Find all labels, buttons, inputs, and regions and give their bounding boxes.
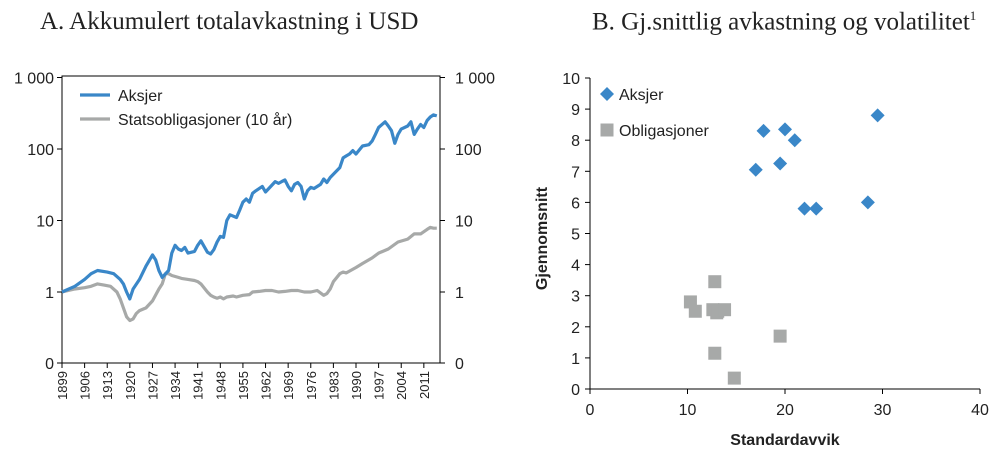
chart-a-ytick-label-left: 1 [45,285,54,302]
chart-a-xtick-label: 1962 [259,371,274,400]
chart-b-xtick-label: 20 [776,402,794,419]
chart-b-title: B. Gj.snittlig avkastning og volatilitet… [592,8,977,36]
chart-b-ytick-label: 5 [571,227,580,244]
chart-b: 0 1 2 3 4 5 6 7 8 9 10 0 10 20 30 40 Standardavvik Gjenno… [534,71,989,449]
chart-a-series-statsobligasjoner [61,225,437,323]
chart-b-xtick-label: 40 [971,402,989,419]
chart-b-legend-label: Obligasjoner [619,123,710,140]
chart-a-xtick-label: 2011 [417,371,432,399]
chart-b-legend-marker [600,123,614,137]
chart-b-title-footnote: 1 [969,8,977,23]
chart-b-point-aksjer [748,162,763,177]
chart-b-point-aksjer [809,201,824,216]
chart-a-series-aksjer [61,113,438,301]
chart-b-ytick-label: 8 [571,133,580,150]
chart-a-legend-label: Aksjer [118,88,163,105]
chart-a-ytick-label-left: 1 000 [14,71,54,88]
chart-a-ytick-label-left: 10 [36,214,54,231]
chart-a-xtick-label: 1955 [236,371,251,400]
chart-b-ytick-label: 4 [571,258,580,275]
chart-b-point-obligasjoner [688,304,702,318]
chart-a-ytick-label-right: 1 000 [455,71,495,88]
chart-a-xtick-label: 1969 [281,371,296,400]
chart-b-point-obligasjoner [727,371,741,385]
chart-b-point-obligasjoner [708,275,722,289]
chart-b-ytick-label: 7 [571,164,580,181]
chart-a-xtick-label: 2004 [394,371,409,400]
chart-a-xtick-label: 1913 [100,371,115,400]
chart-b-ytick-label: 1 [571,351,580,368]
chart-b-point-aksjer [773,156,788,171]
chart-a-ytick-label-left: 100 [27,142,54,159]
chart-a-title: A. Akkumulert totalavkastning i USD [40,8,419,35]
chart-a-xtick-label: 1997 [372,371,387,400]
chart-b-ylabel: Gjennomsnitt [534,186,551,290]
chart-a-xtick-label: 1906 [78,371,93,400]
chart-b-point-obligasjoner [718,303,732,317]
chart-b-point-aksjer [756,123,771,138]
chart-b-ytick-label: 6 [571,195,580,212]
chart-a-xtick-label: 1990 [349,371,364,400]
chart-b-point-aksjer [787,133,802,148]
chart-b-xtick-label: 0 [586,402,595,419]
chart-a-xtick-label: 1899 [55,371,70,400]
chart-a-ytick-label-right: 0 [455,356,464,373]
chart-a-xtick-label: 1934 [168,371,183,400]
chart-b-point-obligasjoner [708,346,722,360]
chart-b-point-aksjer [860,195,875,210]
chart-a-xtick-label: 1941 [191,371,206,400]
chart-b-xtick-label: 10 [679,402,697,419]
chart-a-legend-label: Statsobligasjoner (10 år) [118,111,292,129]
chart-a-xtick-label: 1920 [123,371,138,400]
chart-b-point-aksjer [778,122,792,137]
chart-b-ytick-label: 10 [562,71,580,88]
chart-b-legend-marker [600,87,614,101]
chart-b-xlabel: Standardavvik [730,432,839,449]
chart-a-xtick-label: 1976 [304,371,319,400]
chart-b-ytick-label: 0 [571,382,580,399]
chart-a-xtick-label: 1983 [326,371,341,400]
chart-b-ytick-label: 3 [571,289,580,306]
chart-b-point-aksjer [797,201,812,216]
chart-a-ytick-label-right: 1 [455,285,464,302]
chart-b-legend-label: Aksjer [619,87,664,104]
chart-b-point-obligasjoner [773,329,787,343]
chart-b-ytick-label: 2 [571,320,580,337]
chart-a-xtick-label: 1927 [145,371,160,400]
chart-a-ytick-label-right: 10 [455,214,473,231]
chart-b-ytick-label: 9 [571,102,580,119]
chart-a-ytick-label-right: 100 [455,142,482,159]
chart-b-xtick-label: 30 [874,402,892,419]
chart-a-ytick-label-left: 0 [45,356,54,373]
chart-a-xtick-label: 1948 [213,371,228,400]
chart-a-plot-frame [61,75,441,364]
chart-b-point-aksjer [870,108,885,123]
